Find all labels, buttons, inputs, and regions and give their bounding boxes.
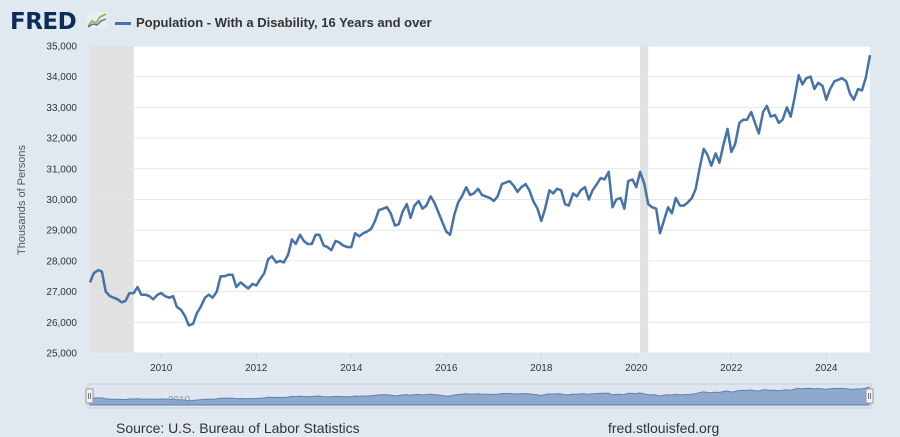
y-tick-label: 32,000 bbox=[46, 134, 77, 145]
x-tick-label: 2022 bbox=[720, 363, 743, 374]
header: FRED Population - With a Disability, 16 … bbox=[0, 0, 900, 44]
y-tick-label: 27,000 bbox=[46, 287, 77, 298]
y-tick-label: 25,000 bbox=[46, 349, 77, 360]
y-tick-label: 29,000 bbox=[46, 226, 77, 237]
x-tick-label: 2012 bbox=[245, 363, 268, 374]
legend-label: Population - With a Disability, 16 Years… bbox=[136, 15, 432, 30]
y-tick-label: 34,000 bbox=[46, 72, 77, 83]
series-line[interactable] bbox=[88, 54, 872, 327]
grid-lines bbox=[90, 45, 870, 354]
navigator-handle-left[interactable] bbox=[85, 388, 94, 404]
chart: 25,000 26,000 27,000 28,000 29,000 30,000 31,0… bbox=[16, 42, 874, 409]
legend-swatch bbox=[115, 22, 131, 25]
x-tick-label: 2010 bbox=[150, 363, 173, 374]
y-axis-label: Thousands of Persons bbox=[16, 144, 28, 255]
range-navigator[interactable]: 2010 bbox=[85, 383, 874, 409]
y-tick-label: 31,000 bbox=[46, 164, 77, 175]
navigator-year-label: 2010 bbox=[168, 395, 191, 406]
x-tick-label: 2024 bbox=[815, 363, 838, 374]
fred-logo[interactable]: FRED bbox=[10, 9, 77, 35]
navigator-series-area bbox=[89, 386, 870, 406]
x-tick-label: 2018 bbox=[530, 363, 553, 374]
navigator-handle-right[interactable] bbox=[865, 388, 874, 404]
x-tick-label: 2014 bbox=[340, 363, 363, 374]
fred-graph-icon bbox=[87, 12, 107, 28]
y-tick-label: 33,000 bbox=[46, 103, 77, 114]
y-tick-label: 35,000 bbox=[46, 42, 77, 53]
x-tick-label: 2020 bbox=[625, 363, 648, 374]
y-tick-label: 26,000 bbox=[46, 318, 77, 329]
footer-url[interactable]: fred.stlouisfed.org bbox=[608, 420, 720, 436]
x-tick-label: 2016 bbox=[435, 363, 458, 374]
y-axis-ticks: 25,000 26,000 27,000 28,000 29,000 30,000 31,0… bbox=[46, 42, 77, 360]
x-axis-ticks: 2010 2012 2014 2016 2018 2020 2022 2024 bbox=[150, 353, 838, 374]
footer-source: Source: U.S. Bureau of Labor Statistics bbox=[116, 420, 360, 436]
y-tick-label: 28,000 bbox=[46, 256, 77, 267]
y-tick-label: 30,000 bbox=[46, 195, 77, 206]
